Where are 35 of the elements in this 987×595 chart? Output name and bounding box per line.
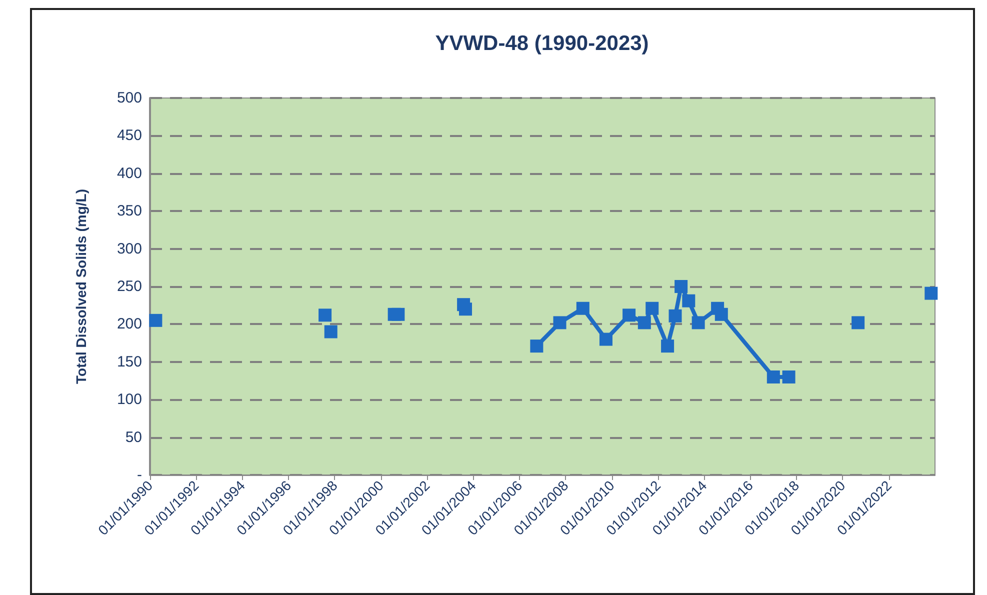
point — [782, 370, 796, 384]
y-tick-label: 250 — [116, 278, 142, 295]
point — [766, 370, 780, 384]
y-tick-label: 100 — [116, 391, 142, 408]
y-tick-label: 400 — [116, 164, 142, 182]
point — [646, 302, 659, 315]
y-tick-label: 200 — [116, 316, 142, 333]
point — [638, 316, 651, 330]
point — [392, 308, 405, 321]
y-tick-label: 150 — [116, 353, 142, 370]
y-axis-title: Total Dissolved Solids (mg/L) — [73, 189, 89, 384]
point — [553, 316, 566, 330]
y-tick-label: 500 — [116, 90, 142, 106]
point — [661, 340, 674, 353]
y-tick-label: - — [137, 466, 142, 484]
point — [149, 314, 162, 327]
y-tick-label: 450 — [116, 127, 142, 144]
y-tick-label: 300 — [116, 240, 142, 258]
point — [530, 340, 544, 353]
y-tick-label: 50 — [125, 428, 142, 446]
point — [599, 332, 612, 346]
point — [924, 286, 938, 300]
point — [318, 308, 332, 322]
point — [674, 280, 688, 293]
point — [852, 316, 865, 330]
point — [714, 308, 728, 321]
point — [682, 294, 696, 308]
point — [324, 325, 338, 338]
chart-title: YVWD-48 (1990-2023) — [435, 32, 649, 55]
point — [459, 302, 472, 316]
point — [668, 309, 682, 322]
point — [692, 316, 705, 330]
point — [622, 308, 636, 322]
y-tick-label: 350 — [116, 202, 142, 220]
point — [576, 302, 590, 315]
